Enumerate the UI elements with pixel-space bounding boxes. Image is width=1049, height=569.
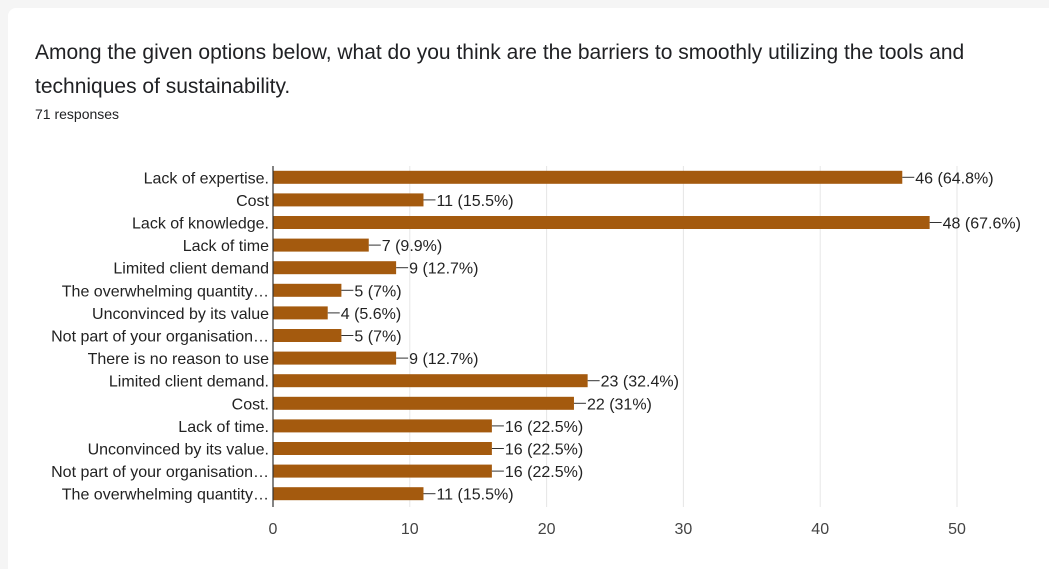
bar — [273, 283, 342, 297]
bar — [273, 170, 903, 184]
bar — [273, 464, 492, 478]
data-label: 11 (15.5%) — [436, 193, 513, 210]
x-tick-label: 40 — [811, 521, 829, 538]
data-label: 16 (22.5%) — [505, 464, 583, 481]
data-label: 9 (12.7%) — [409, 261, 478, 278]
data-label: 9 (12.7%) — [409, 351, 478, 368]
x-tick-label: 50 — [948, 521, 966, 538]
bar — [273, 238, 369, 252]
category-label: Limited client demand — [113, 261, 269, 278]
data-label: 23 (32.4%) — [601, 374, 679, 391]
bar — [273, 193, 424, 207]
category-label: Cost — [236, 193, 269, 210]
data-label: 7 (9.9%) — [382, 238, 442, 255]
bar — [273, 374, 588, 388]
bar — [273, 396, 574, 410]
bar — [273, 351, 397, 365]
bar — [273, 306, 328, 320]
category-label: There is no reason to use — [88, 351, 270, 368]
data-label: 46 (64.8%) — [915, 170, 993, 187]
x-tick-label: 10 — [401, 521, 419, 538]
response-count: 71 responses — [35, 106, 120, 122]
x-tick-label: 30 — [675, 521, 693, 538]
category-label: Unconvinced by its value — [92, 306, 269, 323]
category-label: Lack of knowledge. — [132, 216, 269, 233]
category-label: The overwhelming quantity… — [62, 487, 269, 504]
x-tick-label: 0 — [269, 521, 278, 538]
category-label: Lack of time — [183, 238, 269, 255]
data-label: 5 (7%) — [354, 283, 401, 300]
question-card — [8, 8, 1049, 569]
data-label: 16 (22.5%) — [505, 442, 583, 459]
category-label: Not part of your organisation… — [51, 464, 269, 481]
bar — [273, 487, 424, 501]
category-label: Limited client demand. — [109, 374, 269, 391]
question-title: Among the given options below, what do y… — [35, 41, 965, 98]
data-label: 11 (15.5%) — [436, 487, 513, 504]
category-label: Unconvinced by its value. — [88, 442, 269, 459]
bar — [273, 216, 930, 229]
x-tick-label: 20 — [538, 521, 556, 538]
category-label: Not part of your organisation… — [51, 329, 269, 346]
data-label: 48 (67.6%) — [943, 216, 1021, 233]
category-label: The overwhelming quantity… — [62, 283, 269, 300]
data-label: 16 (22.5%) — [505, 419, 583, 436]
bar — [273, 419, 492, 433]
data-label: 5 (7%) — [354, 329, 401, 346]
category-label: Lack of time. — [178, 419, 269, 436]
bar — [273, 261, 397, 275]
category-label: Lack of expertise. — [144, 170, 269, 187]
bar — [273, 329, 342, 342]
category-label: Cost. — [232, 396, 269, 413]
data-label: 4 (5.6%) — [341, 306, 401, 323]
bar — [273, 442, 492, 455]
data-label: 22 (31%) — [587, 396, 652, 413]
